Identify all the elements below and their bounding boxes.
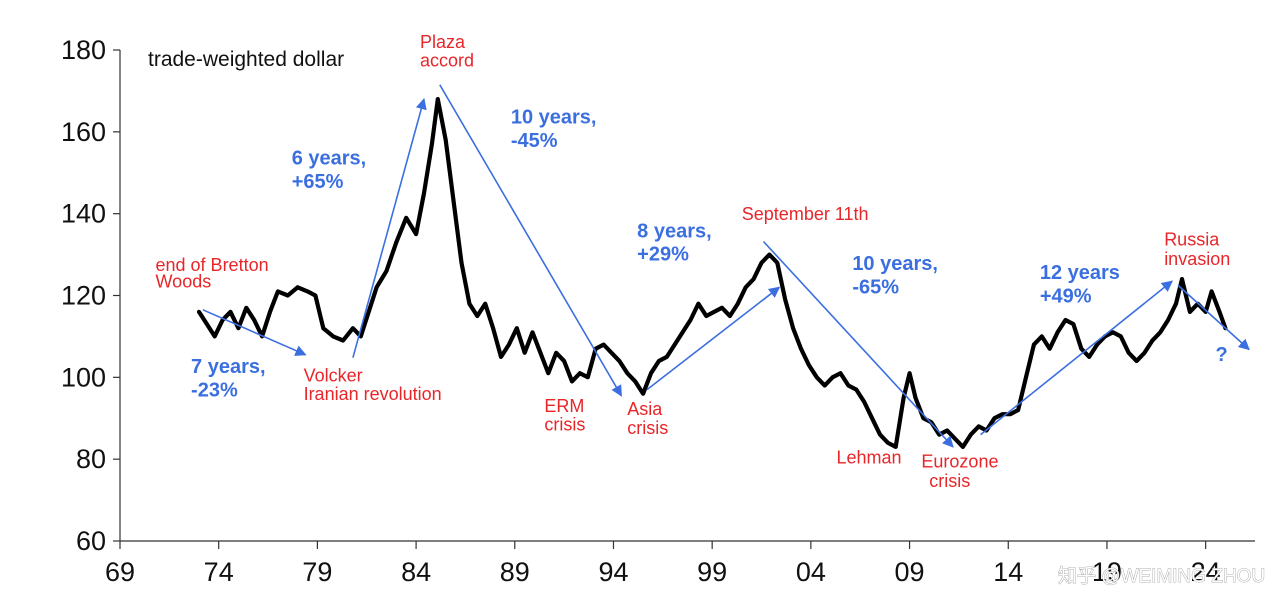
- trend-arrow: [646, 286, 781, 391]
- event-annotation: ERM: [544, 396, 584, 416]
- x-tick-label: 14: [993, 557, 1023, 587]
- trend-annotation: +65%: [292, 171, 344, 193]
- watermark: 知乎 @WEIMING ZHOU: [1058, 565, 1265, 587]
- trend-arrow: [439, 84, 623, 397]
- event-annotation: accord: [420, 50, 474, 70]
- y-tick-label: 140: [61, 199, 106, 229]
- trend-annotation: +49%: [1040, 285, 1092, 307]
- trend-arrow: [980, 280, 1173, 436]
- x-axis-ticks: 69 74 79 84 89 94 99 04 09 14 19 24: [105, 541, 1221, 587]
- trend-annotation: -45%: [511, 130, 558, 152]
- trend-annotation: -23%: [191, 380, 238, 402]
- event-annotation: Eurozone: [921, 451, 998, 471]
- trend-annotation: +29%: [637, 244, 689, 266]
- x-tick-label: 74: [204, 557, 234, 587]
- event-annotation: Plaza: [420, 32, 466, 52]
- y-tick-label: 180: [61, 35, 106, 65]
- y-tick-label: 60: [76, 526, 106, 556]
- chart-title: trade-weighted dollar: [148, 48, 344, 71]
- x-tick-label: 94: [598, 557, 628, 587]
- trend-annotation: 8 years,: [637, 220, 712, 242]
- y-axis-ticks: 60 80 100 120 140 160 180: [61, 35, 120, 556]
- event-annotation: Volcker: [304, 365, 363, 385]
- y-tick-label: 100: [61, 362, 106, 392]
- event-annotation: invasion: [1164, 249, 1230, 269]
- trend-annotation: 10 years,: [511, 107, 597, 129]
- x-tick-label: 99: [697, 557, 727, 587]
- event-annotation: Russia: [1164, 230, 1220, 250]
- y-tick-label: 160: [61, 117, 106, 147]
- y-tick-label: 120: [61, 281, 106, 311]
- event-annotation: Lehman: [837, 447, 902, 467]
- trend-arrow: [352, 98, 427, 358]
- event-annotation: September 11th: [742, 204, 869, 224]
- x-tick-label: 09: [895, 557, 925, 587]
- x-tick-label: 24: [1191, 557, 1221, 587]
- x-tick-label: 19: [1092, 557, 1122, 587]
- series-layer: [196, 96, 1228, 449]
- dollar-index-line: [196, 96, 1228, 449]
- trend-arrows: [202, 84, 1250, 448]
- trend-arrow: [202, 309, 307, 356]
- x-tick-label: 04: [796, 557, 826, 587]
- y-tick-label: 80: [76, 444, 106, 474]
- trend-annotation: 12 years: [1040, 262, 1120, 284]
- event-annotation: Asia: [627, 399, 663, 419]
- event-annotation: Woods: [156, 271, 212, 291]
- trend-annotation: 10 years,: [852, 253, 938, 275]
- event-annotation: crisis: [627, 418, 668, 438]
- x-tick-label: 69: [105, 557, 135, 587]
- trend-arrow: [1177, 284, 1250, 351]
- x-tick-label: 79: [302, 557, 332, 587]
- event-annotation: crisis: [544, 415, 585, 435]
- trend-annotation: ?: [1216, 344, 1228, 366]
- event-annotation: end of Bretton: [156, 255, 269, 275]
- event-annotation: Iranian revolution: [304, 384, 442, 404]
- trend-arrow: [762, 240, 954, 448]
- trend-annotation: 7 years,: [191, 356, 266, 378]
- trend-annotation: 6 years,: [292, 148, 367, 170]
- x-tick-label: 89: [500, 557, 530, 587]
- event-annotation: crisis: [929, 471, 970, 491]
- x-tick-label: 84: [401, 557, 431, 587]
- trend-annotation: -65%: [852, 276, 899, 298]
